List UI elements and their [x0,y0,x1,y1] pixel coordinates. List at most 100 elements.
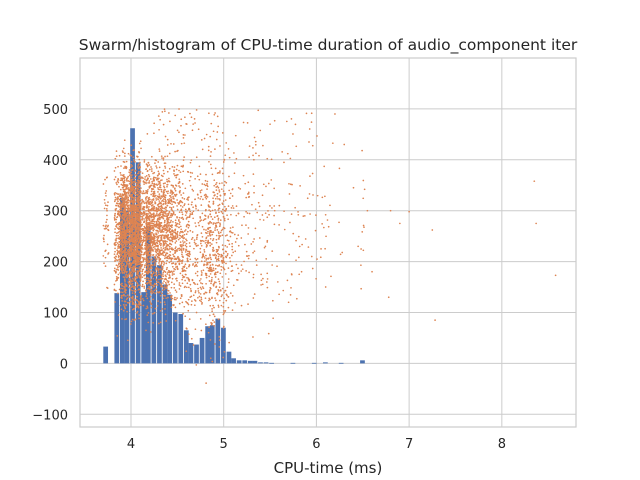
swarm-point [182,240,184,242]
swarm-point [209,261,212,264]
swarm-point [179,244,182,246]
swarm-point [222,161,225,163]
swarm-point [261,283,264,286]
swarm-point [115,155,118,158]
swarm-point [173,201,176,204]
swarm-point [152,220,154,223]
swarm-point [225,299,228,302]
swarm-point [121,213,124,216]
swarm-point [184,270,187,272]
swarm-point [180,124,182,127]
swarm-point [124,251,126,254]
swarm-point [222,301,225,304]
swarm-point [137,172,139,175]
swarm-point [113,200,116,203]
swarm-point [146,261,149,264]
swarm-point [117,266,119,269]
swarm-point [124,269,126,272]
swarm-point [324,286,327,288]
swarm-point [149,226,152,229]
swarm-point [168,227,171,229]
swarm-point [105,224,107,227]
swarm-point [171,274,174,276]
swarm-point [264,245,267,248]
swarm-point [207,149,210,152]
swarm-point [137,235,140,238]
swarm-point [218,225,221,228]
swarm-point [231,205,234,207]
swarm-point [129,323,132,325]
swarm-point [123,276,126,279]
swarm-point [177,258,180,261]
swarm-point [133,244,136,246]
swarm-point [152,185,155,188]
swarm-point [129,245,132,248]
swarm-point [361,231,364,233]
swarm-point [142,214,145,217]
swarm-point [267,210,269,212]
swarm-point [115,150,118,152]
swarm-point [138,199,141,201]
swarm-point [182,312,184,315]
swarm-point [200,260,203,263]
swarm-point [309,175,311,177]
swarm-point [233,233,236,236]
swarm-point [163,221,166,224]
swarm-point [204,179,207,182]
swarm-point [290,273,293,275]
swarm-point [151,224,154,227]
swarm-point [213,216,216,219]
swarm-point [157,232,160,234]
swarm-point [151,227,154,230]
swarm-point [231,269,234,272]
swarm-point [231,295,234,297]
swarm-point [130,225,133,227]
swarm-point [136,270,139,272]
swarm-point [216,222,218,224]
swarm-point [160,215,163,218]
swarm-point [183,276,186,278]
swarm-point [166,183,169,186]
swarm-point [173,172,175,175]
swarm-point [138,212,141,215]
swarm-point [247,303,249,305]
swarm-point [224,205,226,208]
swarm-point [149,264,152,267]
swarm-point [138,217,141,219]
swarm-point [134,233,137,236]
swarm-point [192,210,195,213]
swarm-point [211,269,214,272]
swarm-point [247,181,250,184]
swarm-point [138,191,141,194]
swarm-point [150,270,153,272]
swarm-point [123,258,126,261]
swarm-point [157,198,160,201]
swarm-point [199,282,202,284]
swarm-point [231,195,234,197]
swarm-point [156,210,159,213]
swarm-point [166,266,168,269]
swarm-point [124,232,126,235]
swarm-point [122,260,125,263]
swarm-point [146,206,149,209]
swarm-point [130,190,132,193]
swarm-point [151,312,154,315]
swarm-point [179,241,182,244]
swarm-point [294,206,296,209]
swarm-point [198,165,201,168]
swarm-point [223,218,226,220]
swarm-point [163,240,166,243]
swarm-point [158,148,161,150]
swarm-point [207,145,210,148]
swarm-point [308,128,311,130]
swarm-point [187,277,190,280]
swarm-point [121,282,123,285]
swarm-point [131,230,134,232]
swarm-point [343,143,346,146]
swarm-point [184,208,187,211]
swarm-point [158,264,161,267]
swarm-point [139,279,142,281]
swarm-point [240,237,243,239]
swarm-point [149,253,152,256]
swarm-point [207,331,210,334]
